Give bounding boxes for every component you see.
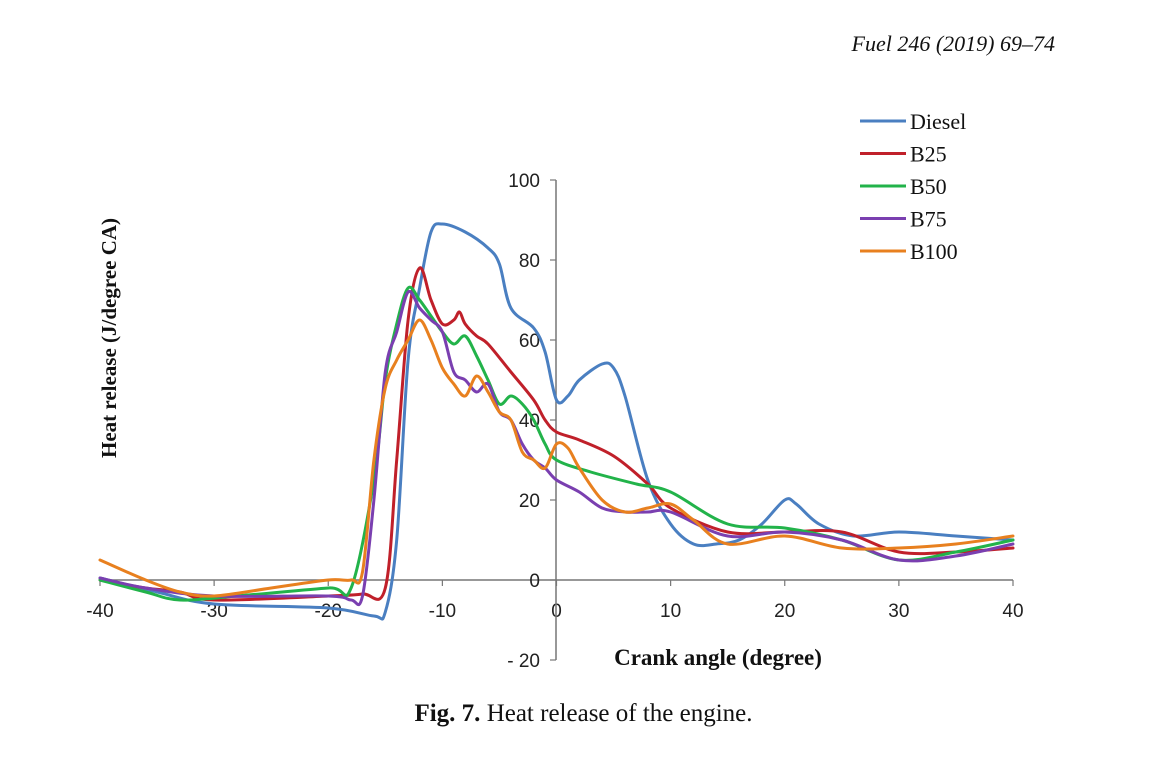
legend-label: B25 xyxy=(910,142,947,167)
legend-item-b75: B75 xyxy=(860,207,947,232)
legend-label: B75 xyxy=(910,207,947,232)
x-tick-label: 40 xyxy=(1002,601,1023,622)
journal-header: Fuel 246 (2019) 69–74 xyxy=(851,31,1055,56)
x-tick-label: -40 xyxy=(86,601,113,622)
legend: Diesel B25 B50 B75 B100 xyxy=(860,109,966,264)
legend-item-diesel: Diesel xyxy=(860,109,966,134)
legend-item-b50: B50 xyxy=(860,174,947,199)
legend-item-b25: B25 xyxy=(860,142,947,167)
y-tick-label: 20 xyxy=(519,491,540,512)
x-tick-label: 30 xyxy=(888,601,909,622)
y-tick-label: - 20 xyxy=(507,651,540,672)
series-lines xyxy=(98,222,1015,621)
y-axis-title: Heat release (J/degree CA) xyxy=(97,218,121,458)
axes: -40-30-20-10010203040- 20020406080100Cra… xyxy=(86,171,1023,672)
figure-label: Fig. 7. xyxy=(414,700,481,727)
x-tick-label: -10 xyxy=(429,601,456,622)
series-line-b100 xyxy=(98,318,1015,598)
y-tick-label: 80 xyxy=(519,251,540,272)
figure-caption-text: Heat release of the engine. xyxy=(486,700,753,727)
legend-label: B100 xyxy=(910,239,958,264)
x-tick-label: 10 xyxy=(660,601,681,622)
x-tick-label: -30 xyxy=(200,601,227,622)
figure-caption: Fig. 7. Heat release of the engine. xyxy=(0,700,1167,728)
y-tick-label: 100 xyxy=(508,171,540,192)
y-tick-label: 0 xyxy=(529,571,540,592)
series-line-b50 xyxy=(98,285,1015,602)
y-tick-label: 40 xyxy=(519,411,540,432)
heat-release-chart: -40-30-20-10010203040- 20020406080100Cra… xyxy=(86,109,1023,672)
legend-label: B50 xyxy=(910,174,947,199)
series-line-b75 xyxy=(98,289,1015,607)
y-tick-label: 60 xyxy=(519,331,540,352)
legend-label: Diesel xyxy=(910,109,966,134)
x-tick-label: 20 xyxy=(774,601,795,622)
legend-item-b100: B100 xyxy=(860,239,958,264)
x-tick-label: -20 xyxy=(315,601,342,622)
x-axis-title: Crank angle (degree) xyxy=(614,645,822,670)
series-line-diesel xyxy=(98,222,1015,621)
